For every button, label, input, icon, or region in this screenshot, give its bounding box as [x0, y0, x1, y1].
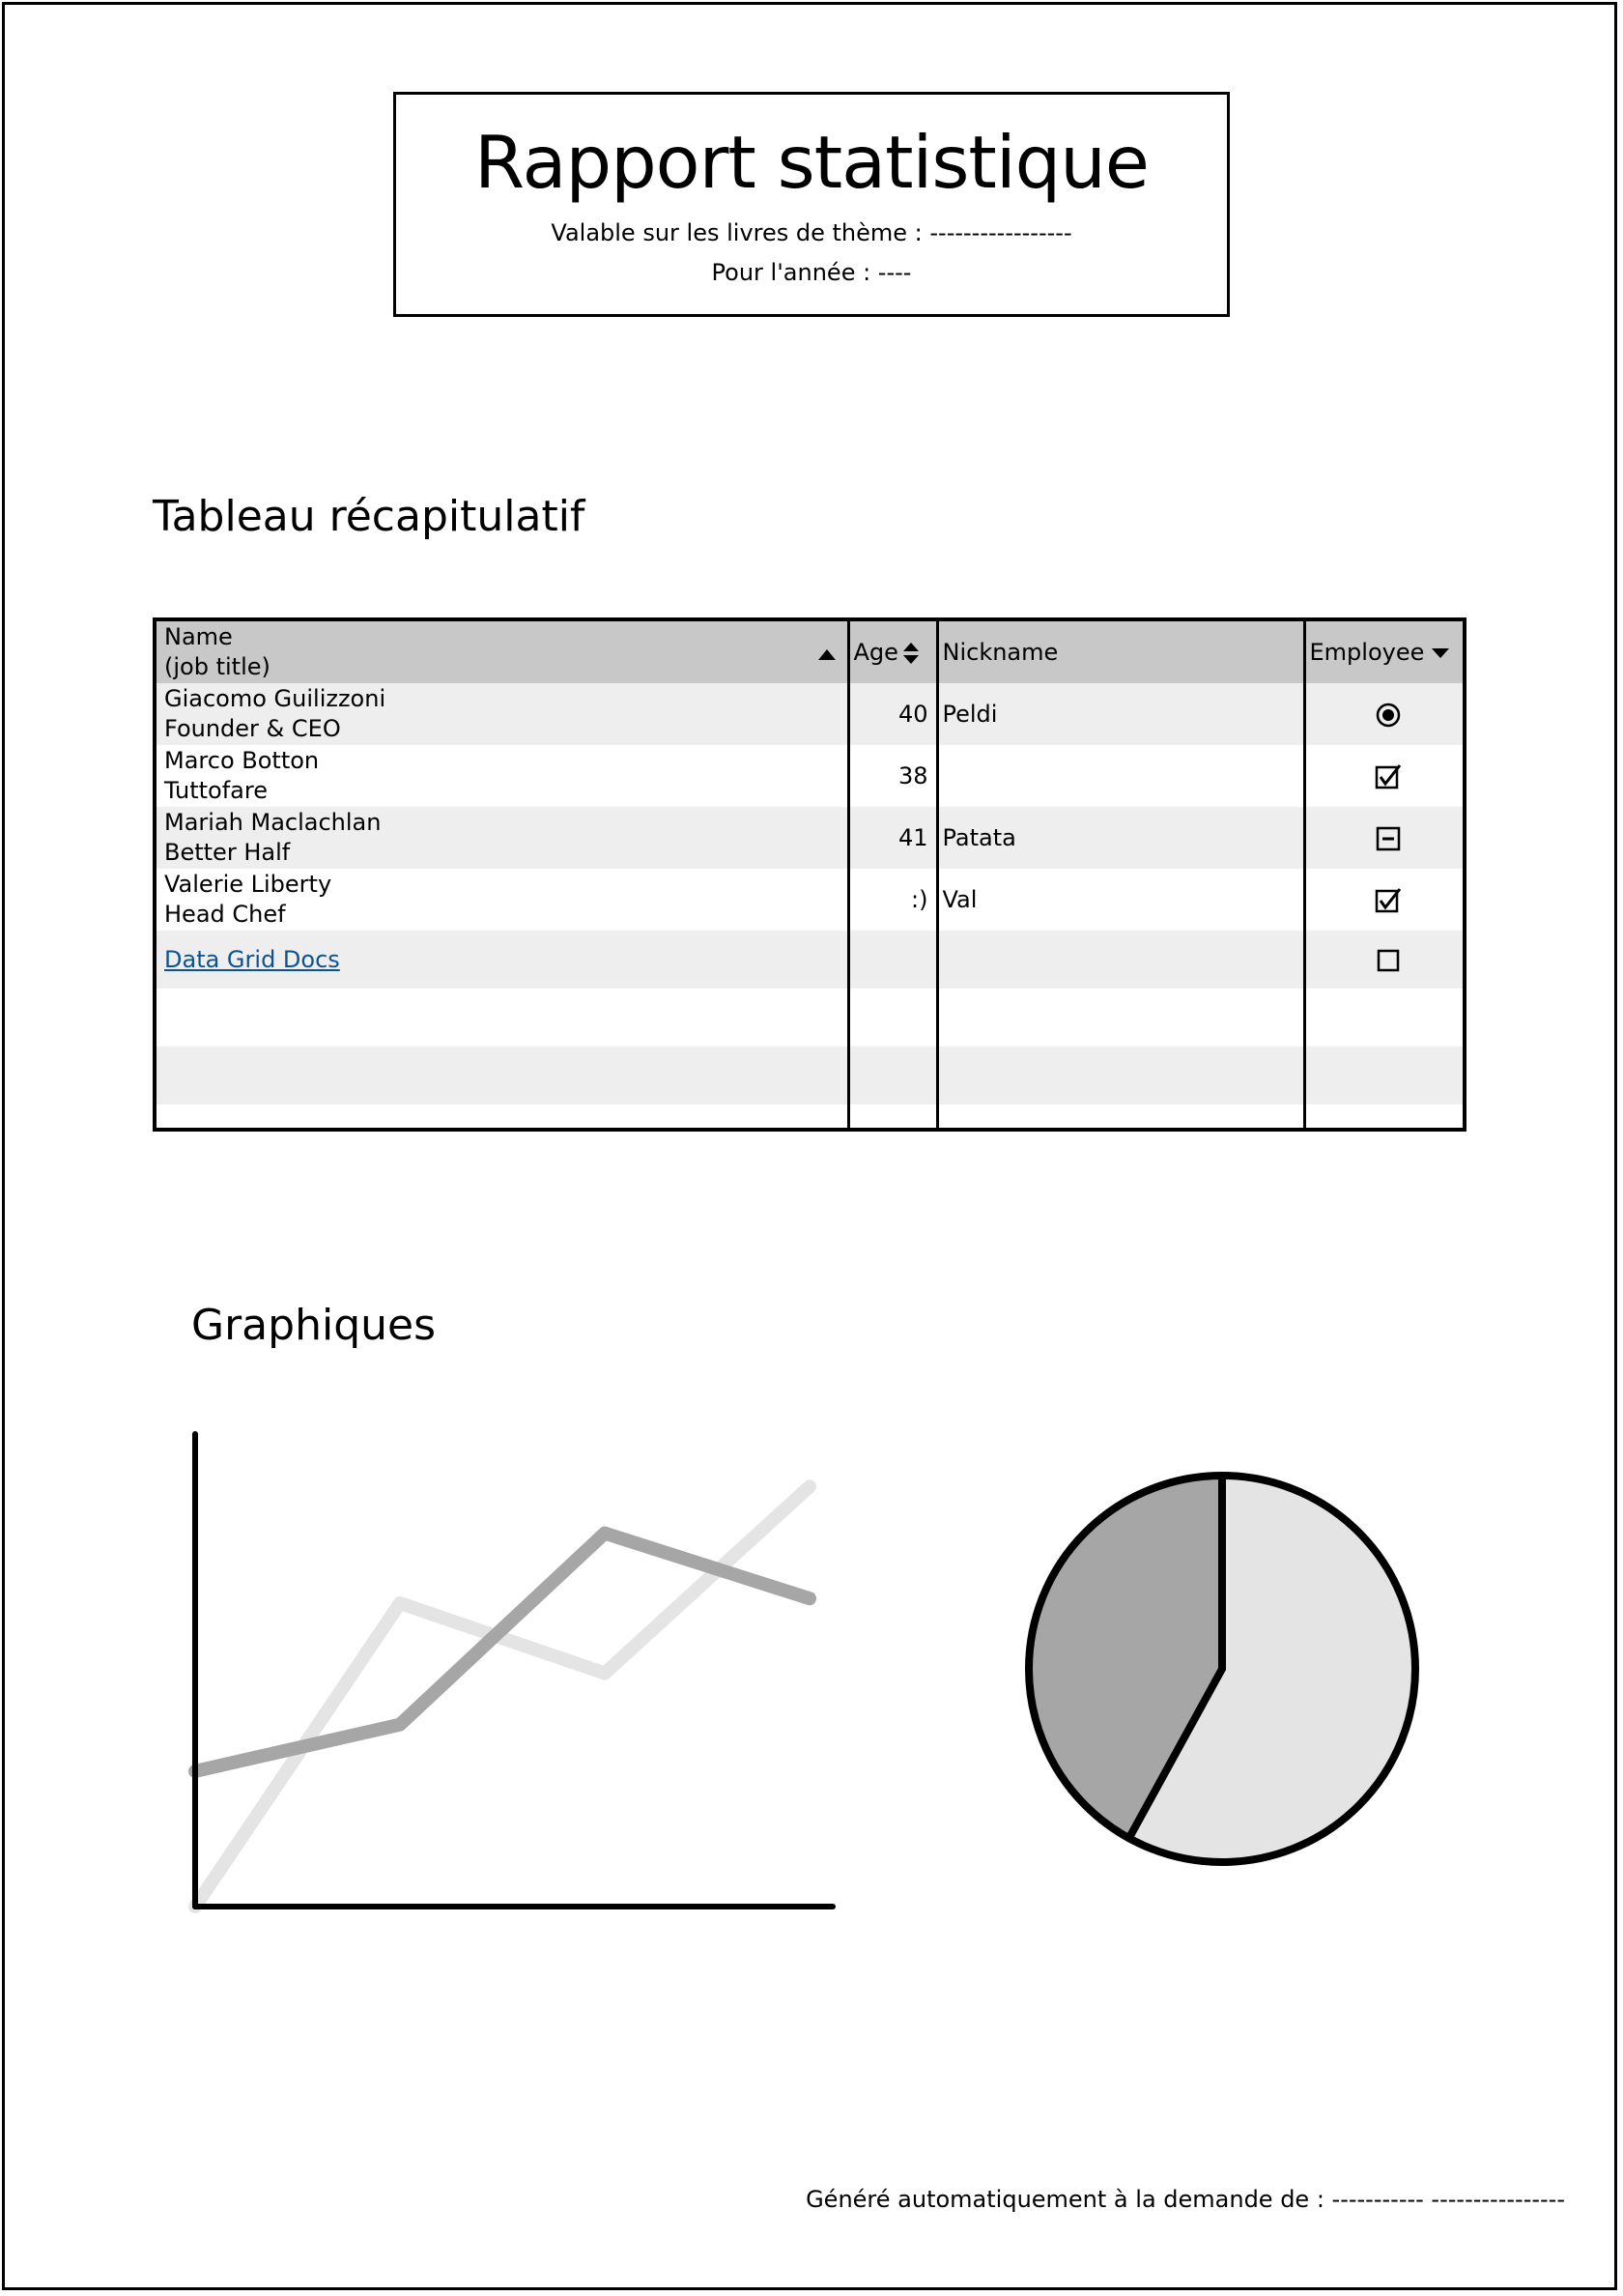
footer-generated-note: Généré automatiquement à la demande de :… [806, 2186, 1565, 2213]
person-title: Tuttofare [164, 777, 268, 804]
pie-chart [1025, 1472, 1419, 1866]
employee-cell [1302, 807, 1463, 869]
table-row[interactable]: Data Grid Docs [157, 931, 1463, 989]
person-title: Founder & CEO [164, 715, 341, 742]
pie-outline [1025, 1472, 1419, 1866]
name-cell: Giacomo Guilizzoni Founder & CEO [157, 683, 848, 745]
year-subtitle: Pour l'année : ---- [711, 259, 912, 286]
table-section-title: Tableau récapitulatif [153, 492, 585, 541]
person-title: Head Chef [164, 901, 286, 928]
checkbox-indeterminate-icon[interactable] [1375, 825, 1402, 852]
sort-ascending-icon[interactable] [817, 649, 836, 660]
nickname-cell: Patata [935, 807, 1304, 869]
theme-subtitle: Valable sur les livres de thème : ------… [551, 219, 1072, 246]
report-title: Rapport statistique [474, 120, 1150, 205]
column-header-nickname-label: Nickname [942, 638, 1059, 666]
person-title: Better Half [164, 839, 291, 866]
empty-row [157, 989, 1463, 1047]
empty-row [157, 1047, 1463, 1105]
data-grid-docs-link[interactable]: Data Grid Docs [164, 945, 340, 973]
person-name: Marco Botton [164, 747, 320, 774]
nickname-cell: Peldi [935, 683, 1304, 745]
table-row[interactable]: Giacomo Guilizzoni Founder & CEO 40 Peld… [157, 683, 1463, 745]
column-header-employee[interactable]: Employee [1302, 621, 1463, 683]
name-cell: Mariah Maclachlan Better Half [157, 807, 848, 869]
line-chart [188, 1431, 836, 1913]
radio-selected-icon[interactable] [1375, 702, 1402, 729]
nickname-cell [935, 931, 1304, 989]
nickname-cell: Val [935, 869, 1304, 931]
age-cell: 38 [846, 745, 937, 807]
table-row[interactable]: Marco Botton Tuttofare 38 [157, 745, 1463, 807]
charts-section-title: Graphiques [191, 1301, 436, 1350]
person-name: Valerie Liberty [164, 871, 332, 898]
table-row[interactable]: Valerie Liberty Head Chef :) Val [157, 869, 1463, 931]
pie-divider-2 [1125, 1665, 1226, 1843]
column-header-nickname[interactable]: Nickname [935, 621, 1304, 683]
checkbox-unchecked-icon[interactable] [1375, 947, 1402, 974]
checkbox-checked-icon[interactable] [1374, 762, 1403, 791]
dropdown-caret-icon[interactable] [1432, 647, 1450, 658]
sort-both-icon[interactable] [902, 642, 920, 665]
column-header-employee-label: Employee [1309, 638, 1425, 666]
employee-cell [1302, 931, 1463, 989]
person-name: Giacomo Guilizzoni [164, 685, 386, 712]
employee-cell [1302, 869, 1463, 931]
line-series-2 [188, 1526, 816, 1778]
column-header-name-label: Name [164, 623, 233, 650]
pie-slice-1 [1128, 1476, 1415, 1862]
line-series-layer [188, 1479, 816, 1913]
employee-cell [1302, 745, 1463, 807]
link-cell: Data Grid Docs [157, 931, 848, 989]
data-grid: Name (job title) Age Nickname Employee G… [153, 617, 1466, 1132]
employee-cell [1302, 683, 1463, 745]
report-header: Rapport statistique Valable sur les livr… [393, 92, 1230, 317]
column-header-age[interactable]: Age [846, 621, 937, 683]
name-cell: Marco Botton Tuttofare [157, 745, 848, 807]
nickname-cell [935, 745, 1304, 807]
grid-header-row: Name (job title) Age Nickname Employee [157, 621, 1463, 683]
column-header-age-label: Age [853, 638, 898, 666]
person-name: Mariah Maclachlan [164, 809, 382, 836]
age-cell: 40 [846, 683, 937, 745]
age-cell [846, 931, 937, 989]
age-cell: :) [846, 869, 937, 931]
checkbox-checked-icon[interactable] [1374, 886, 1403, 915]
name-cell: Valerie Liberty Head Chef [157, 869, 848, 931]
column-header-name[interactable]: Name (job title) [157, 621, 848, 683]
line-series-1 [188, 1479, 816, 1913]
empty-row [157, 1105, 1463, 1128]
column-header-name-sublabel: (job title) [164, 653, 270, 680]
pie-slice-2 [1029, 1476, 1222, 1839]
table-row[interactable]: Mariah Maclachlan Better Half 41 Patata [157, 807, 1463, 869]
age-cell: 41 [846, 807, 937, 869]
